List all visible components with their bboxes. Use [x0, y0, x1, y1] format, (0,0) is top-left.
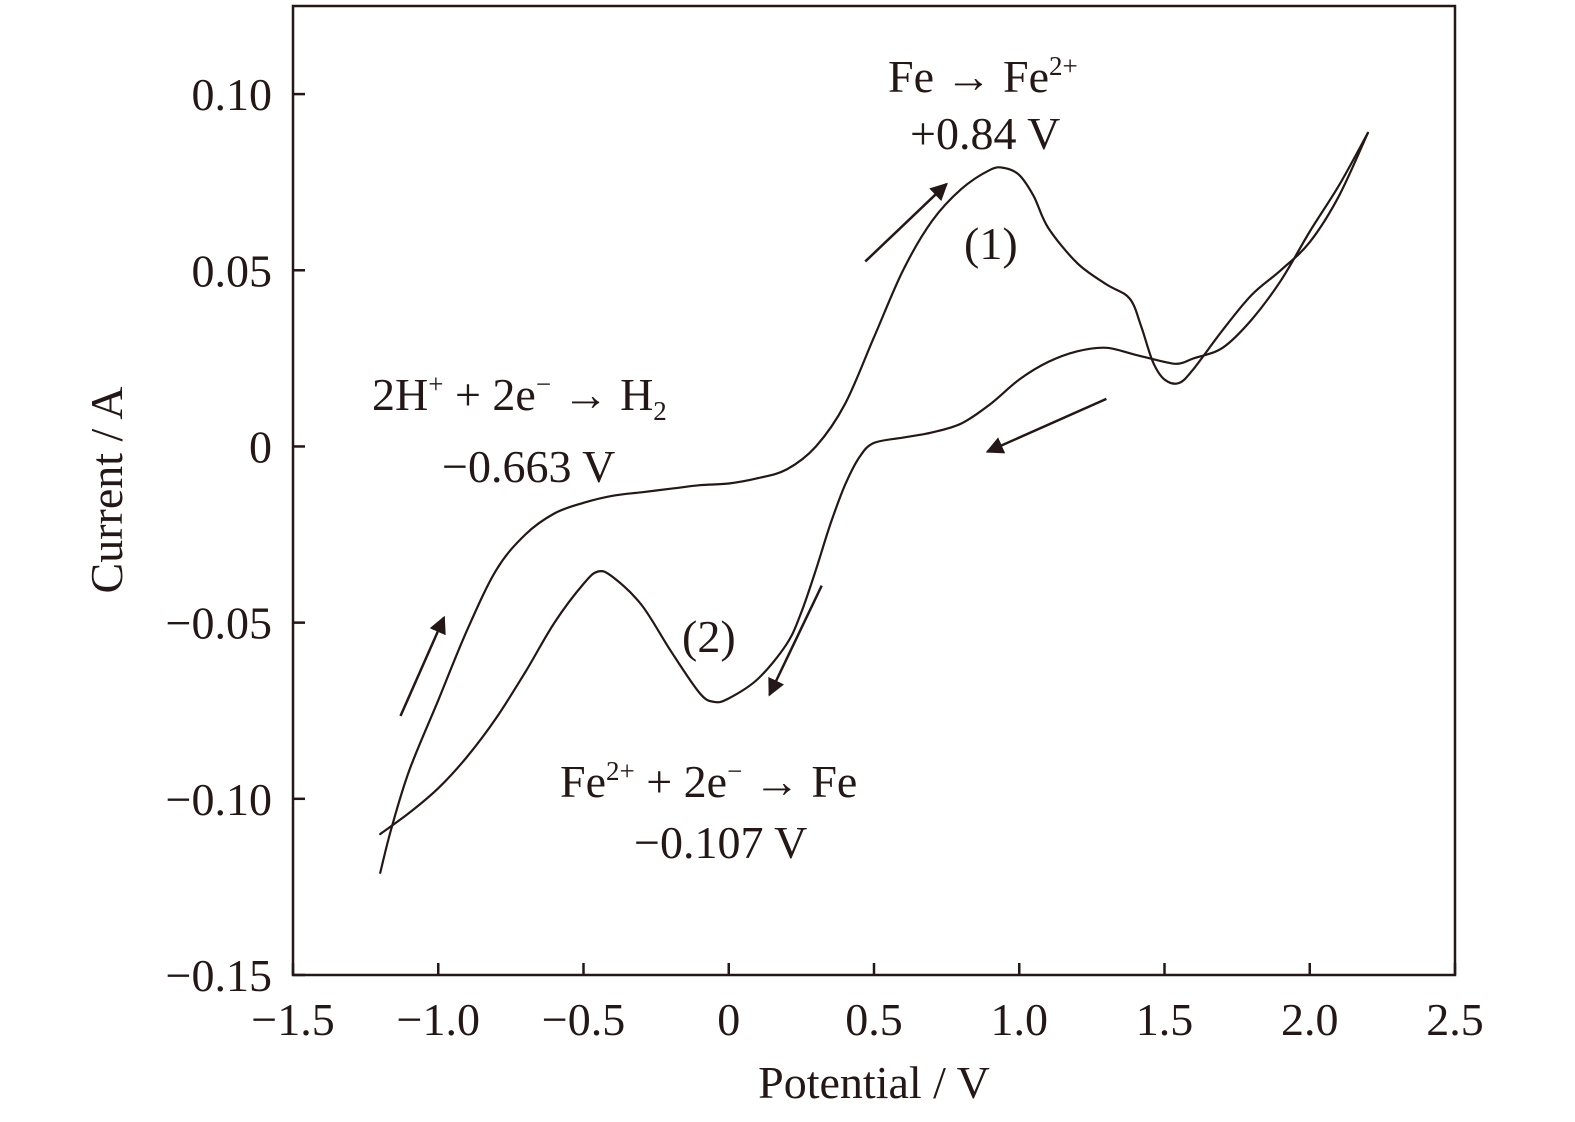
annotation-peak-2-label: (2): [682, 611, 736, 662]
annotation-reduction-reaction-sup2: −: [727, 756, 742, 786]
annotation-hydrogen-reaction-base3: → H: [551, 369, 653, 420]
voltammogram-curves: [379, 131, 1369, 874]
annotation-hydrogen-reaction-base1: 2H: [372, 369, 428, 420]
y-tick-label: −0.15: [166, 950, 272, 1001]
annotation-reduction-reaction-sup1: 2+: [606, 756, 635, 786]
x-tick-label: 2.0: [1281, 994, 1339, 1045]
annotation-hydrogen-potential: −0.663 V: [442, 441, 615, 492]
x-tick-label: −0.5: [542, 994, 625, 1045]
scan-direction-arrow: [985, 397, 1107, 454]
anodic-scan-line: [379, 131, 1369, 874]
annotation-oxidation-reaction-sup: 2+: [1049, 51, 1078, 81]
annotation-reduction-reaction-base1: Fe: [560, 756, 606, 807]
y-axis-tick-labels: 0.10 0.05 0 −0.05 −0.10 −0.15: [166, 69, 272, 1001]
x-tick-label: 1.0: [991, 994, 1049, 1045]
y-axis-ticks: [293, 92, 305, 977]
annotation-oxidation-reaction-base: Fe → Fe: [888, 51, 1049, 102]
cathodic-scan-line: [379, 131, 1369, 836]
x-axis-tick-labels: −1.5 −1.0 −0.5 0 0.5 1.0 1.5 2.0 2.5: [251, 994, 1483, 1045]
annotation-oxidation-reaction: Fe → Fe2+: [888, 51, 1078, 102]
annotation-oxidation-potential: +0.84 V: [910, 108, 1060, 159]
x-tick-label: 0: [717, 994, 740, 1045]
x-tick-label: −1.0: [397, 994, 480, 1045]
annotation-hydrogen-reaction-sup2: −: [536, 369, 551, 399]
x-axis-title: Potential / V: [758, 1057, 990, 1108]
scan-direction-arrow: [399, 615, 446, 717]
annotation-reduction-potential: −0.107 V: [634, 817, 807, 868]
annotation-hydrogen-reaction-sup1: +: [428, 369, 443, 399]
annotation-reduction-reaction-base2: + 2e: [635, 756, 727, 807]
x-tick-label: 0.5: [845, 994, 903, 1045]
annotation-reduction-reaction: Fe2+ + 2e− → Fe: [560, 756, 857, 807]
x-tick-label: 2.5: [1426, 994, 1484, 1045]
y-tick-label: −0.05: [166, 598, 272, 649]
annotation-hydrogen-reaction-sub3: 2: [653, 396, 667, 426]
x-tick-label: 1.5: [1136, 994, 1194, 1045]
y-tick-label: 0.10: [192, 69, 273, 120]
scan-direction-arrow: [768, 585, 823, 697]
annotation-peak-1-label: (1): [964, 218, 1018, 269]
annotation-hydrogen-reaction: 2H+ + 2e− → H2: [372, 369, 667, 426]
y-tick-label: −0.10: [166, 774, 272, 825]
scan-direction-arrow: [864, 182, 948, 263]
annotation-reduction-reaction-base3: → Fe: [742, 756, 857, 807]
y-tick-label: 0: [249, 421, 272, 472]
scan-direction-arrows: [399, 182, 1107, 717]
y-axis-title: Current / A: [81, 387, 132, 594]
x-axis-ticks: [291, 963, 1457, 975]
annotation-hydrogen-reaction-base2: + 2e: [443, 369, 535, 420]
x-tick-label: −1.5: [251, 994, 334, 1045]
y-tick-label: 0.05: [192, 245, 273, 296]
